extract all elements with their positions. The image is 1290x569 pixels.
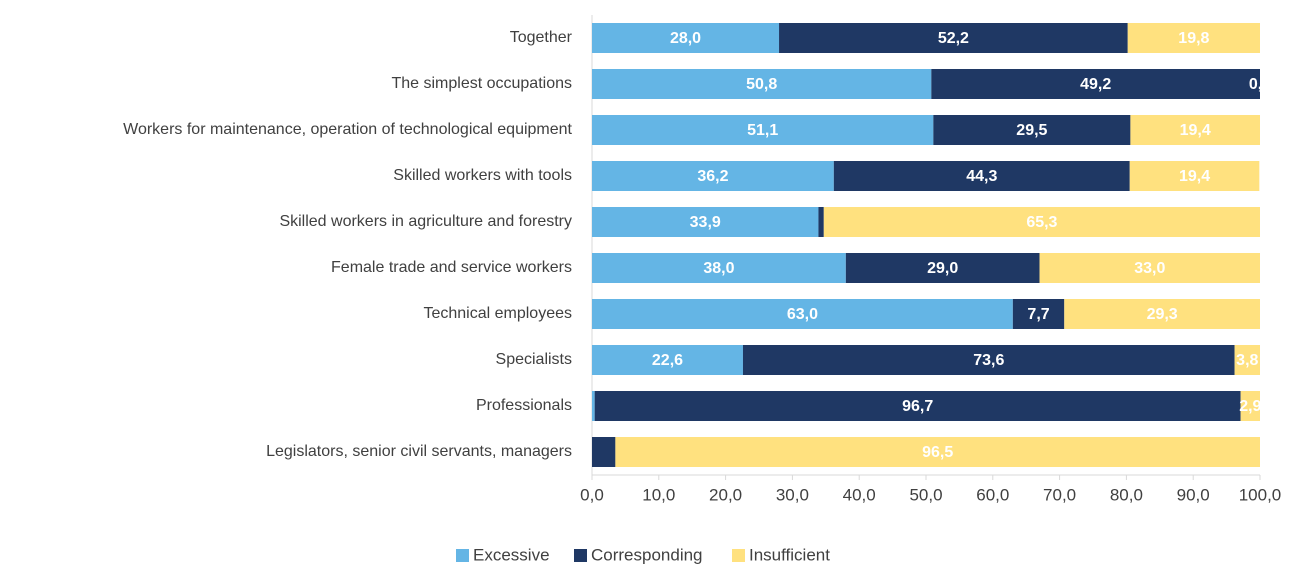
legend-swatch [456, 549, 469, 562]
bar-segment [592, 253, 846, 283]
bar-segment [931, 69, 1260, 99]
value-label: 96,5 [922, 444, 953, 461]
bar-segment [1012, 299, 1065, 329]
bar-segment [592, 207, 819, 237]
category-label: The simplest occupations [391, 75, 572, 92]
x-tick-label: 20,0 [709, 485, 742, 504]
value-label: 33,9 [690, 214, 721, 231]
bar-segment [592, 345, 743, 375]
value-label: 0,0 [1249, 76, 1271, 93]
bar-segment [1039, 253, 1260, 283]
value-label: 3,8 [1236, 352, 1258, 369]
bar-segment [742, 345, 1235, 375]
bar-segment [592, 437, 616, 467]
value-label: 38,0 [703, 260, 734, 277]
bar-segment [833, 161, 1130, 191]
bar-segment [818, 207, 824, 237]
bar-segment [1129, 161, 1260, 191]
bar-segment [592, 115, 934, 145]
value-label: 19,4 [1180, 122, 1211, 139]
value-label: 29,3 [1147, 306, 1178, 323]
x-tick-label: 70,0 [1043, 485, 1076, 504]
category-label: Together [510, 29, 573, 46]
value-label: 7,7 [1027, 306, 1049, 323]
legend-swatch [732, 549, 745, 562]
bar-segment [592, 23, 780, 53]
value-label: 52,2 [938, 30, 969, 47]
value-label: 44,3 [966, 168, 997, 185]
category-label: Skilled workers in agriculture and fores… [279, 213, 572, 230]
x-tick-label: 100,0 [1239, 485, 1282, 504]
legend-label: Excessive [473, 545, 550, 564]
bar-segment [592, 69, 932, 99]
category-label: Technical employees [423, 305, 572, 322]
value-label: 2,9 [1239, 398, 1261, 415]
value-label: 19,4 [1179, 168, 1210, 185]
value-label: 96,7 [902, 398, 933, 415]
bar-segment [933, 115, 1131, 145]
value-label: 28,0 [670, 30, 701, 47]
value-label: 73,6 [973, 352, 1004, 369]
bar-segment [1240, 391, 1260, 421]
legend-label: Insufficient [749, 545, 830, 564]
legend-swatch [574, 549, 587, 562]
x-tick-label: 0,0 [580, 485, 604, 504]
category-label: Skilled workers with tools [393, 167, 572, 184]
category-label: Female trade and service workers [331, 259, 572, 276]
x-tick-label: 40,0 [843, 485, 876, 504]
category-label: Workers for maintenance, operation of te… [123, 121, 572, 138]
x-tick-label: 80,0 [1110, 485, 1143, 504]
value-label: 49,2 [1080, 76, 1111, 93]
category-label: Legislators, senior civil servants, mana… [266, 443, 572, 460]
bar-segment [823, 207, 1260, 237]
bar-segment [779, 23, 1128, 53]
x-tick-label: 60,0 [976, 485, 1009, 504]
value-label: 19,8 [1178, 30, 1209, 47]
value-label: 63,0 [787, 306, 818, 323]
bar-segment [592, 161, 834, 191]
x-tick-label: 30,0 [776, 485, 809, 504]
bar-segment [592, 391, 595, 421]
bar-segment [1064, 299, 1260, 329]
x-tick-label: 90,0 [1177, 485, 1210, 504]
value-label: 36,2 [697, 168, 728, 185]
value-label: 51,1 [747, 122, 778, 139]
bar-segment [845, 253, 1040, 283]
value-label: 33,0 [1134, 260, 1165, 277]
value-label: 65,3 [1026, 214, 1057, 231]
category-label: Specialists [496, 351, 572, 368]
x-tick-label: 50,0 [909, 485, 942, 504]
value-label: 22,6 [652, 352, 683, 369]
bar-segment [1130, 115, 1260, 145]
bar-segment [592, 299, 1013, 329]
value-label: 50,8 [746, 76, 777, 93]
value-label: 29,5 [1016, 122, 1047, 139]
bar-segment [1127, 23, 1260, 53]
value-label: 29,0 [927, 260, 958, 277]
bar-segment [615, 437, 1260, 467]
category-label: Professionals [476, 397, 572, 414]
legend-label: Corresponding [591, 545, 703, 564]
bar-segment [594, 391, 1241, 421]
x-tick-label: 10,0 [642, 485, 675, 504]
bar-segment [1234, 345, 1260, 375]
